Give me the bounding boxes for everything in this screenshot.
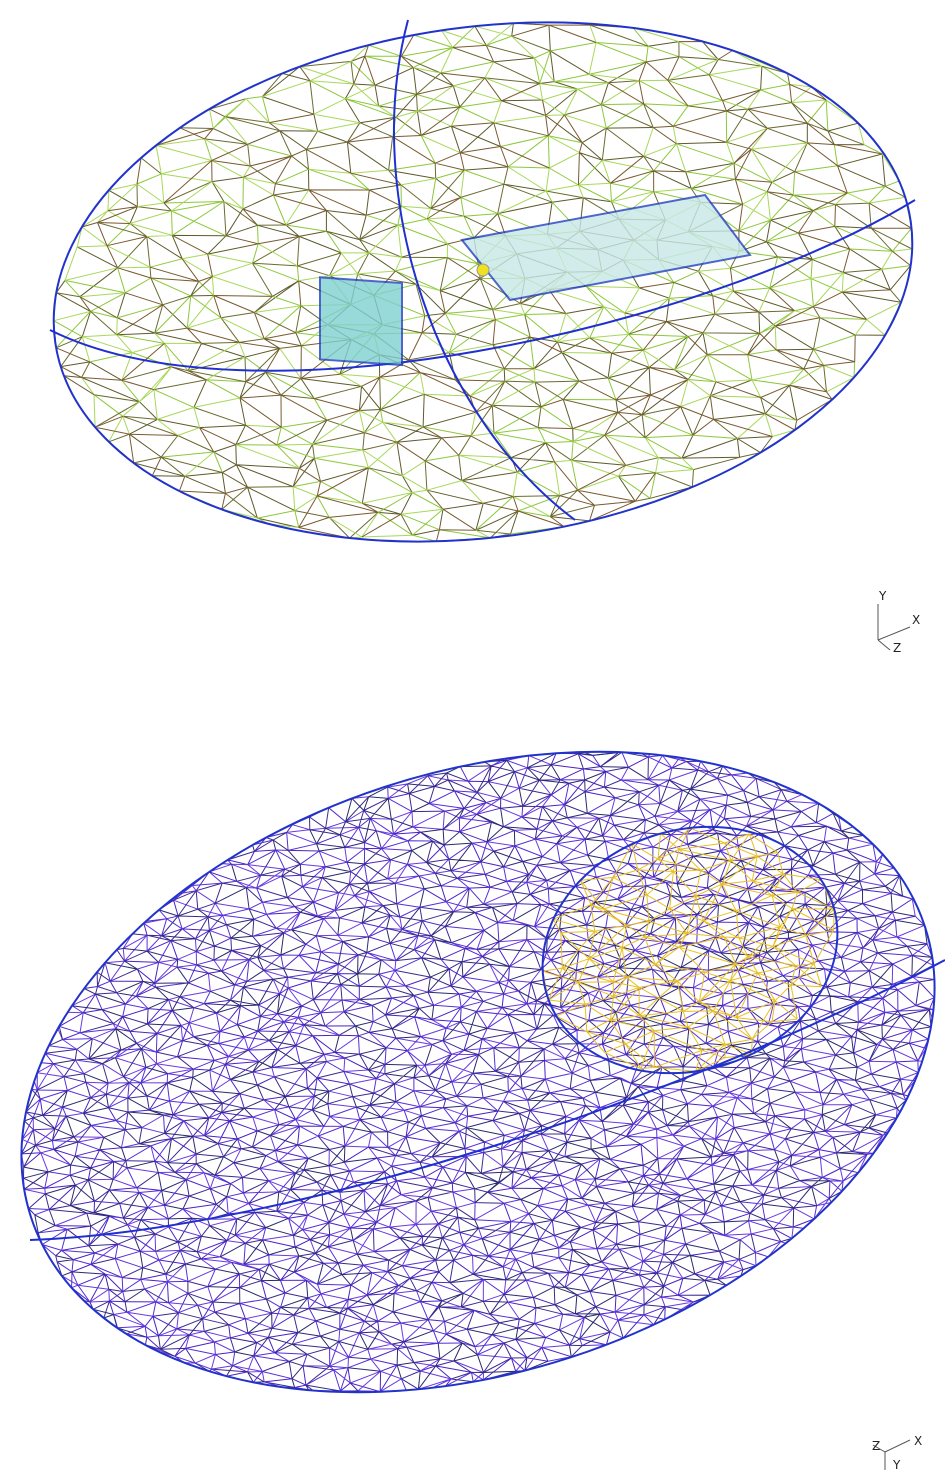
mesh-edges — [56, 25, 912, 541]
triad-label: X — [914, 1434, 922, 1448]
mesh-edges — [56, 25, 912, 538]
marker — [477, 264, 489, 276]
axis-triad-top: Y X Z — [878, 589, 920, 655]
triad-label: Z — [893, 641, 901, 655]
top-view — [20, 0, 945, 595]
viewport: Y X Z Z X Y — [0, 0, 945, 1472]
axis-triad-bottom: Z X Y — [872, 1434, 922, 1472]
section-curve — [30, 960, 945, 1240]
cube — [320, 277, 402, 365]
plate — [462, 195, 750, 300]
mesh-edges — [54, 23, 912, 541]
triad-label: Y — [878, 589, 887, 603]
triad-label: X — [912, 613, 920, 627]
triad-label: Y — [892, 1458, 901, 1472]
bottom-view — [0, 641, 945, 1472]
triad-label: Z — [872, 1439, 880, 1453]
